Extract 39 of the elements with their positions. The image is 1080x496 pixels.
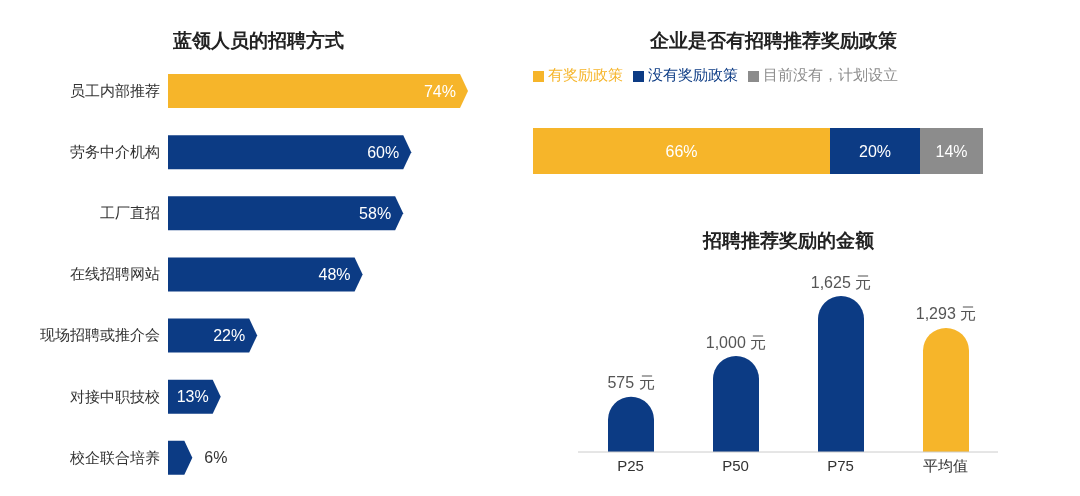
x-tick-label: 平均值 (923, 456, 968, 474)
bar (168, 318, 258, 353)
data-label: 74% (423, 82, 456, 100)
bar (818, 296, 864, 452)
bar (168, 74, 468, 108)
data-label: 20% (858, 142, 892, 160)
data-label: 14% (935, 142, 968, 160)
data-label: 6% (204, 449, 228, 467)
bar (713, 356, 759, 452)
chart-title: 招聘推荐奖励的金额 (701, 229, 875, 253)
data-label: 13% (176, 388, 209, 406)
chart-title: 企业是否有招聘推荐奖励政策 (648, 29, 898, 53)
bar (168, 135, 412, 170)
data-label: 66% (665, 142, 698, 160)
y-tick-label: 对接中职技校 (70, 387, 160, 405)
y-tick-label: 校企联合培养 (69, 448, 160, 466)
bar (168, 196, 404, 231)
data-label: 60% (367, 143, 400, 161)
y-tick-label: 工厂直招 (100, 204, 160, 222)
data-label: 1,293 元 (915, 305, 977, 323)
y-tick-label: 员工内部推荐 (70, 81, 160, 99)
bar (168, 257, 363, 292)
legend-label: 没有奖励政策 (648, 66, 738, 83)
legend-label: 有奖励政策 (548, 66, 623, 83)
data-label: 1,000 元 (705, 333, 767, 351)
y-tick-label: 现场招聘或推介会 (40, 326, 160, 344)
data-label: 575 元 (607, 374, 655, 392)
y-tick-label: 在线招聘网站 (70, 265, 160, 283)
data-label: 1,625 元 (810, 273, 872, 291)
y-tick-label: 劳务中介机构 (70, 143, 160, 161)
data-label: 22% (213, 327, 246, 345)
legend-label: 目前没有，计划设立 (763, 66, 898, 83)
x-tick-label: P75 (827, 456, 854, 474)
x-tick-label: P25 (617, 456, 644, 474)
x-tick-label: P50 (722, 456, 749, 474)
chart-title: 蓝领人员的招聘方式 (171, 29, 345, 53)
bar (923, 327, 969, 452)
data-label: 48% (318, 265, 351, 283)
data-label: 58% (359, 204, 392, 222)
